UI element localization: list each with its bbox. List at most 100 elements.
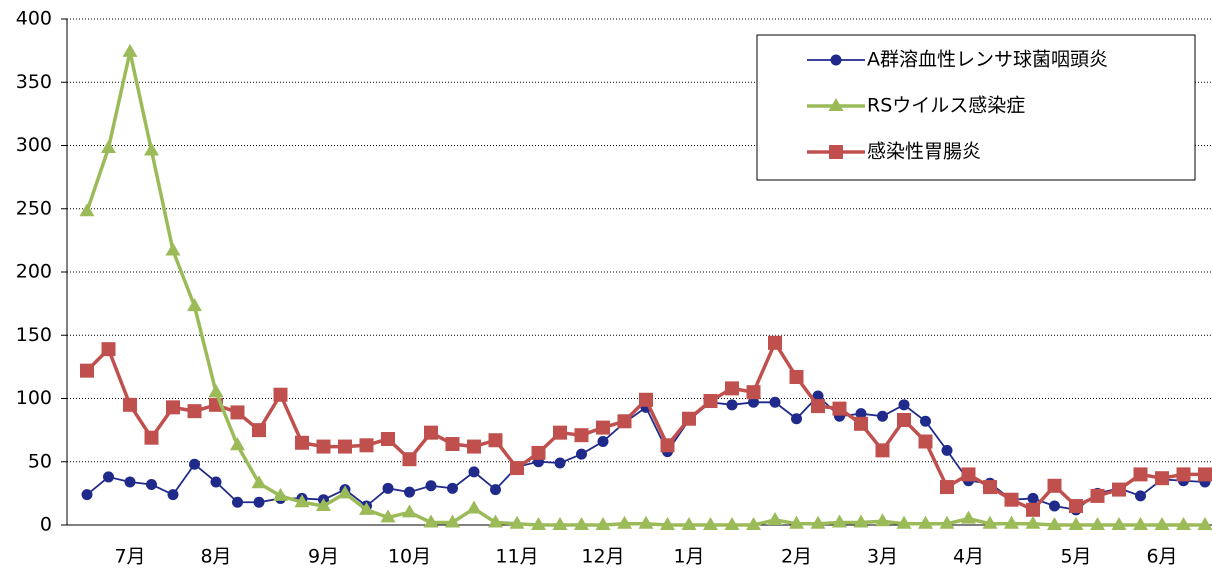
point <box>1112 482 1126 497</box>
point <box>189 458 200 470</box>
x-tick-label: 11月 <box>495 546 538 568</box>
point <box>574 517 589 530</box>
point <box>232 496 243 508</box>
point <box>359 438 374 453</box>
point <box>789 369 804 384</box>
point <box>832 401 847 416</box>
point <box>144 430 159 445</box>
x-tick-label: 5月 <box>1060 546 1091 568</box>
point <box>124 476 136 488</box>
point <box>103 471 114 483</box>
point <box>490 484 501 496</box>
x-tick-label: 12月 <box>581 546 624 568</box>
x-tick-label: 3月 <box>867 546 898 568</box>
point <box>1004 515 1019 529</box>
point <box>724 517 740 530</box>
point <box>829 145 843 159</box>
point <box>210 476 222 488</box>
point <box>552 517 568 530</box>
point <box>576 448 587 460</box>
point <box>617 515 632 529</box>
point <box>273 487 288 501</box>
x-tick-label: 2月 <box>781 546 812 568</box>
point <box>80 363 94 378</box>
point <box>510 461 524 476</box>
point <box>855 408 867 420</box>
point <box>746 517 761 530</box>
point <box>531 445 546 460</box>
point <box>1155 471 1169 486</box>
point <box>1026 502 1040 517</box>
point <box>337 485 353 499</box>
point <box>597 436 609 448</box>
x-tick-label: 7月 <box>114 546 145 568</box>
point <box>660 517 675 530</box>
point <box>853 514 869 528</box>
point <box>425 480 437 492</box>
x-tick-label: 1月 <box>673 546 704 568</box>
point <box>726 399 738 411</box>
point <box>423 514 439 528</box>
point <box>382 482 394 494</box>
point <box>682 411 696 426</box>
point <box>402 452 417 467</box>
point <box>639 392 653 407</box>
point <box>961 510 976 524</box>
point <box>79 203 95 217</box>
point <box>1047 478 1062 493</box>
point <box>553 425 567 440</box>
point <box>918 515 933 529</box>
point <box>1133 517 1148 530</box>
point <box>768 335 782 350</box>
point <box>596 420 610 435</box>
point <box>122 43 138 57</box>
point <box>468 466 480 478</box>
point <box>467 439 481 454</box>
point <box>811 399 825 414</box>
point <box>445 514 460 528</box>
point <box>424 425 438 440</box>
point <box>638 515 654 529</box>
point <box>316 498 331 512</box>
series <box>80 335 1212 517</box>
point <box>253 496 265 508</box>
y-tick-label: 50 <box>28 450 52 472</box>
point <box>445 437 460 452</box>
point <box>488 514 503 528</box>
point <box>812 390 824 402</box>
point <box>897 413 911 428</box>
point <box>273 387 288 402</box>
point <box>208 384 224 398</box>
point <box>144 142 159 156</box>
point <box>748 396 759 408</box>
point <box>187 404 202 419</box>
point <box>918 434 933 449</box>
point <box>746 385 761 400</box>
point <box>381 431 395 446</box>
point <box>316 439 331 454</box>
point <box>1154 517 1170 530</box>
x-tick-label: 6月 <box>1146 546 1177 568</box>
point <box>81 489 93 501</box>
point <box>703 517 718 530</box>
point <box>380 509 396 523</box>
point <box>1068 517 1084 530</box>
point <box>165 242 181 256</box>
point <box>554 457 566 469</box>
legend-label: 感染性胃腸炎 <box>867 141 981 163</box>
point <box>896 515 912 529</box>
point <box>230 437 245 451</box>
point <box>1090 517 1105 530</box>
point <box>167 489 179 501</box>
point <box>509 515 525 529</box>
point <box>595 517 611 530</box>
point <box>767 511 783 525</box>
point <box>703 394 718 409</box>
series <box>81 390 1211 516</box>
x-tick-label: 9月 <box>308 546 339 568</box>
point <box>1197 517 1212 530</box>
point <box>447 482 458 494</box>
x-tick-label: 4月 <box>953 546 984 568</box>
point <box>877 410 888 422</box>
